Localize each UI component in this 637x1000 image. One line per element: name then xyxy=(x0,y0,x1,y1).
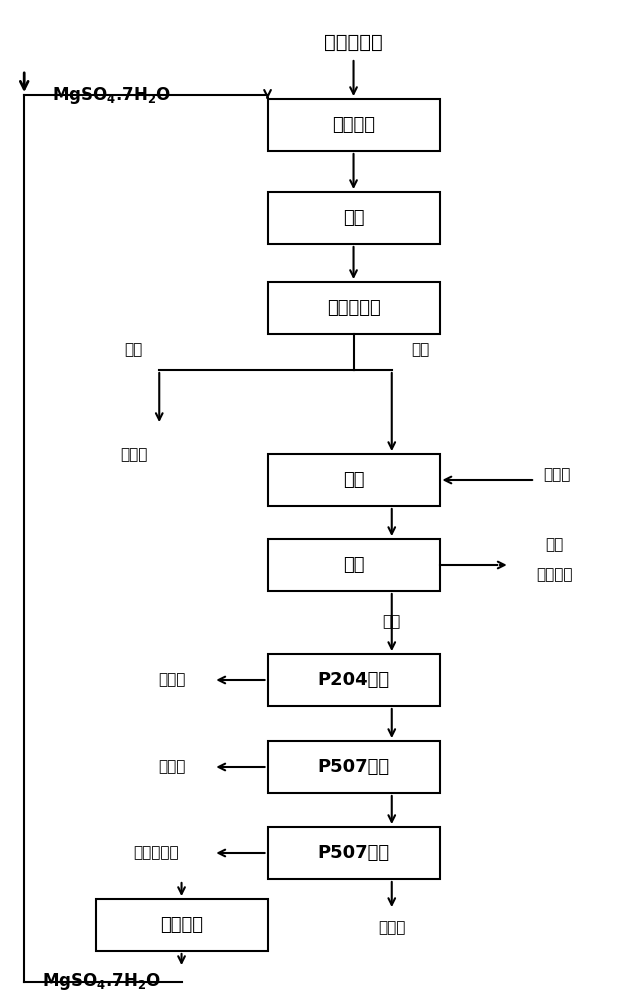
Bar xyxy=(268,282,440,334)
Text: （外售）: （外售） xyxy=(536,568,573,582)
Text: 蒸发结晶: 蒸发结晶 xyxy=(160,916,203,934)
Text: 三元正极粉: 三元正极粉 xyxy=(324,32,383,51)
Text: 过滤: 过滤 xyxy=(343,556,364,574)
Bar xyxy=(96,899,268,951)
Bar xyxy=(268,192,440,244)
Text: 回收镁: 回收镁 xyxy=(378,920,405,936)
Text: 滤液: 滤液 xyxy=(383,614,401,630)
Bar xyxy=(268,454,440,506)
Text: 回收锄: 回收锄 xyxy=(159,672,185,688)
Bar xyxy=(268,99,440,151)
Text: P507萍镁: P507萍镁 xyxy=(317,844,390,862)
Text: $\bf{MgSO_4.7H_2O}$: $\bf{MgSO_4.7H_2O}$ xyxy=(52,85,171,105)
Bar xyxy=(268,827,440,879)
Text: 无氧焙烧: 无氧焙烧 xyxy=(332,116,375,134)
Text: P204萍取: P204萍取 xyxy=(317,671,390,689)
Text: 过滤、洗洤: 过滤、洗洤 xyxy=(327,299,380,317)
Text: 滤液: 滤液 xyxy=(125,342,143,358)
Text: 回收魈: 回收魈 xyxy=(159,760,185,774)
Text: 水浸: 水浸 xyxy=(343,209,364,227)
Text: 酸浸: 酸浸 xyxy=(343,471,364,489)
Text: 锂回收: 锂回收 xyxy=(120,448,147,462)
Text: $\bf{MgSO_4.7H_2O}$: $\bf{MgSO_4.7H_2O}$ xyxy=(42,972,162,992)
Text: 滤渣: 滤渣 xyxy=(412,342,429,358)
Bar xyxy=(268,539,440,591)
Bar xyxy=(268,654,440,706)
Text: P507萍魈: P507萍魈 xyxy=(317,758,390,776)
Text: 硫酸镁溶液: 硫酸镁溶液 xyxy=(133,846,179,860)
Text: 酸溶液: 酸溶液 xyxy=(544,468,571,483)
Text: 滤渣: 滤渣 xyxy=(545,538,563,552)
Bar xyxy=(268,741,440,793)
